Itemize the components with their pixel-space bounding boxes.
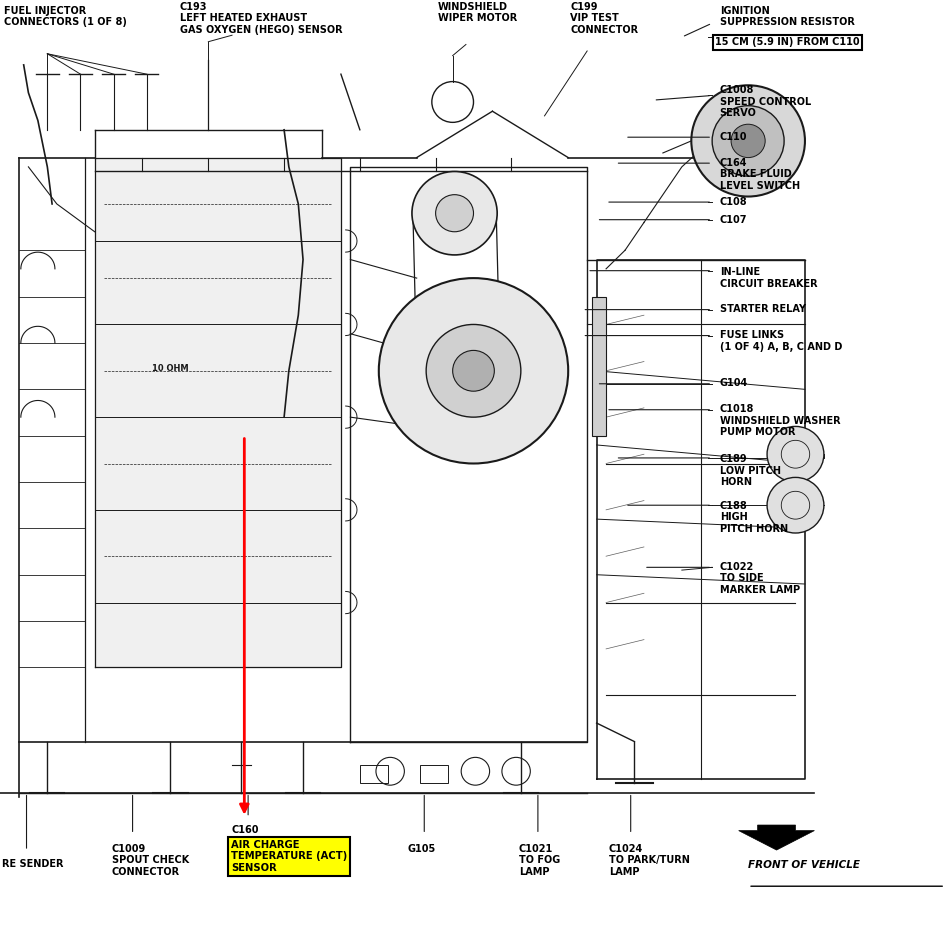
Circle shape xyxy=(767,477,824,533)
Text: C160: C160 xyxy=(231,825,259,835)
Text: STARTER RELAY: STARTER RELAY xyxy=(720,304,806,314)
Text: G105: G105 xyxy=(407,844,436,854)
Text: C1021
TO FOG
LAMP: C1021 TO FOG LAMP xyxy=(519,844,561,877)
Text: FRONT OF VEHICLE: FRONT OF VEHICLE xyxy=(748,860,860,870)
Circle shape xyxy=(731,124,765,158)
Text: C1008
SPEED CONTROL
SERVO: C1008 SPEED CONTROL SERVO xyxy=(720,85,811,119)
Polygon shape xyxy=(739,825,814,850)
Polygon shape xyxy=(592,297,606,436)
Text: C108: C108 xyxy=(720,197,747,207)
Circle shape xyxy=(412,171,497,255)
Text: IGNITION
SUPPRESSION RESISTOR: IGNITION SUPPRESSION RESISTOR xyxy=(720,6,854,27)
Text: C189
LOW PITCH
HORN: C189 LOW PITCH HORN xyxy=(720,454,780,488)
Text: C1024
TO PARK/TURN
LAMP: C1024 TO PARK/TURN LAMP xyxy=(609,844,689,877)
Text: C110: C110 xyxy=(720,132,747,142)
Text: 10 OHM: 10 OHM xyxy=(152,363,188,373)
Circle shape xyxy=(436,195,474,232)
Circle shape xyxy=(379,278,568,464)
Text: C1022
TO SIDE
MARKER LAMP: C1022 TO SIDE MARKER LAMP xyxy=(720,562,800,595)
Circle shape xyxy=(767,426,824,482)
Text: C188
HIGH
PITCH HORN: C188 HIGH PITCH HORN xyxy=(720,501,788,534)
Circle shape xyxy=(453,350,494,391)
Polygon shape xyxy=(95,158,341,667)
Circle shape xyxy=(691,85,805,197)
Text: C1018
WINDSHIELD WASHER
PUMP MOTOR: C1018 WINDSHIELD WASHER PUMP MOTOR xyxy=(720,404,840,438)
Text: FUEL INJECTOR
CONNECTORS (1 OF 8): FUEL INJECTOR CONNECTORS (1 OF 8) xyxy=(4,6,127,27)
Text: IN-LINE
CIRCUIT BREAKER: IN-LINE CIRCUIT BREAKER xyxy=(720,267,817,288)
Circle shape xyxy=(426,324,521,417)
Text: C199
VIP TEST
CONNECTOR: C199 VIP TEST CONNECTOR xyxy=(570,2,638,35)
Text: RE SENDER: RE SENDER xyxy=(2,859,63,870)
Text: C107: C107 xyxy=(720,215,747,225)
Text: C1009
SPOUT CHECK
CONNECTOR: C1009 SPOUT CHECK CONNECTOR xyxy=(112,844,189,877)
Text: WINDSHIELD
WIPER MOTOR: WINDSHIELD WIPER MOTOR xyxy=(438,2,517,23)
Text: FUSE LINKS
(1 OF 4) A, B, C AND D: FUSE LINKS (1 OF 4) A, B, C AND D xyxy=(720,330,842,351)
Text: AIR CHARGE
TEMPERATURE (ACT)
SENSOR: AIR CHARGE TEMPERATURE (ACT) SENSOR xyxy=(231,840,348,873)
Text: C164
BRAKE FLUID
LEVEL SWITCH: C164 BRAKE FLUID LEVEL SWITCH xyxy=(720,158,800,191)
Text: G104: G104 xyxy=(720,378,748,388)
Circle shape xyxy=(712,106,784,176)
Text: C193
LEFT HEATED EXHAUST
GAS OXYGEN (HEGO) SENSOR: C193 LEFT HEATED EXHAUST GAS OXYGEN (HEG… xyxy=(180,2,343,35)
Text: 15 CM (5.9 IN) FROM C110: 15 CM (5.9 IN) FROM C110 xyxy=(715,37,860,47)
